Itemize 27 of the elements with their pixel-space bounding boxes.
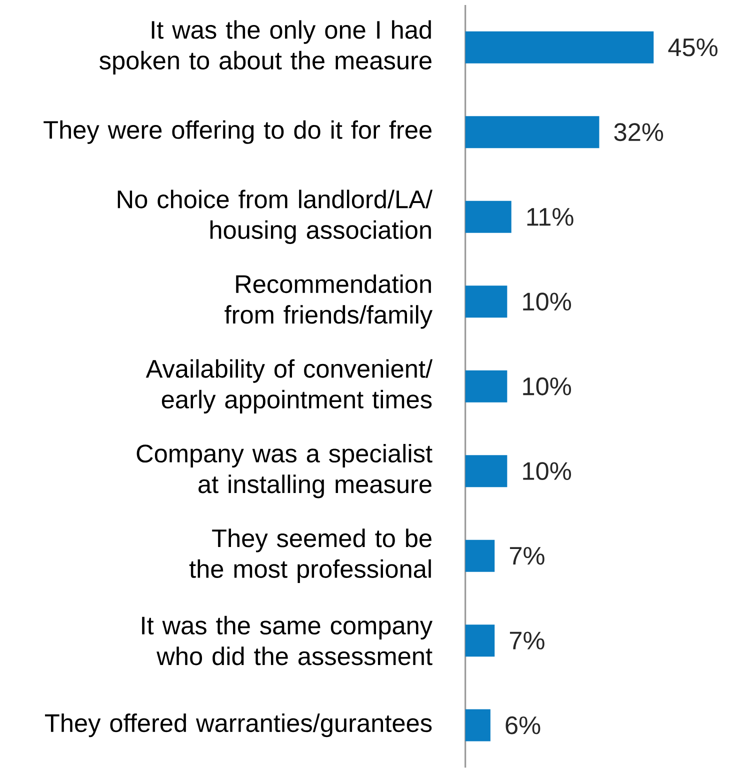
data-label: 10% xyxy=(523,292,572,311)
bar xyxy=(465,455,508,488)
y-tick-label: Availability of convenient/ early appointment times xyxy=(146,359,433,414)
bar xyxy=(465,200,512,233)
y-tick-label: No choice from landlord/LA/ housing association xyxy=(118,190,433,244)
bar xyxy=(465,540,495,572)
data-label: 7% xyxy=(510,632,544,650)
y-tick-label: It was the same company who did the assessment xyxy=(142,616,433,666)
y-tick-label: It was the only one I had spoken to about the measure xyxy=(100,20,432,75)
bar xyxy=(465,31,654,64)
bar xyxy=(465,370,508,402)
data-label: 6% xyxy=(506,716,540,734)
bar xyxy=(465,624,495,657)
data-label: 10% xyxy=(523,462,572,480)
data-label: 32% xyxy=(614,123,664,142)
y-tick-label: They were offering to do it for free xyxy=(44,120,432,144)
data-label: 7% xyxy=(510,546,544,565)
y-tick-label: They offered warranties/gurantees xyxy=(44,713,432,738)
y-tick-label: Recommendation from friends/family xyxy=(224,274,433,329)
bar xyxy=(465,116,600,148)
data-label: 11% xyxy=(527,208,574,226)
y-tick-label: They seemed to be the most professional xyxy=(189,528,432,583)
bar xyxy=(465,286,508,318)
data-label: 10% xyxy=(523,377,572,396)
data-label: 45% xyxy=(668,38,718,56)
y-tick-label: Company was a specialist at installing measure xyxy=(136,444,432,498)
bar xyxy=(465,709,490,742)
